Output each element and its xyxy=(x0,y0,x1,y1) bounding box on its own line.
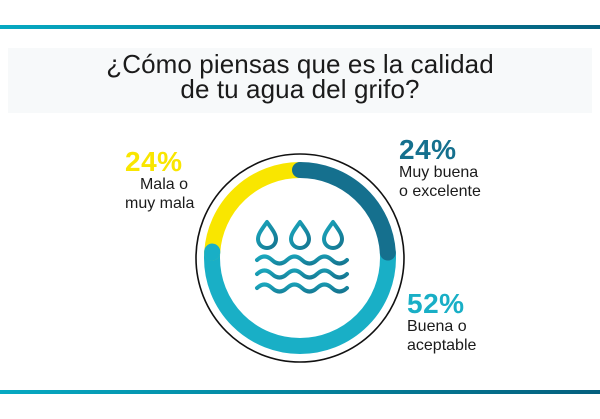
label-mala-line2: muy mala xyxy=(125,195,195,212)
label-muy-buena-line1: Muy buena xyxy=(399,164,479,181)
label-muy-buena-o-excelente: 24% Muy buena o excelente xyxy=(399,134,481,201)
wave-icon-3 xyxy=(255,282,349,294)
water-drops-waves-icon xyxy=(255,220,349,294)
outer-ring xyxy=(195,153,405,363)
pct-mala: 24% xyxy=(125,146,183,177)
drop-icon-1 xyxy=(256,220,278,250)
wave-icon-2 xyxy=(255,268,349,280)
pct-buena: 52% xyxy=(407,288,465,319)
label-mala-o-muy-mala: 24% Mala o muy mala xyxy=(125,146,195,213)
label-buena-line1: Buena o xyxy=(407,318,467,335)
bottom-accent-bar xyxy=(0,390,600,394)
title-line-2: de tu agua del grifo? xyxy=(180,74,420,104)
wave-icon-1 xyxy=(255,254,349,266)
label-buena-o-aceptable: 52% Buena o aceptable xyxy=(407,288,477,355)
title-background xyxy=(8,48,592,113)
title-line-1: ¿Cómo piensas que es la calidad xyxy=(106,49,494,79)
pct-muy-buena: 24% xyxy=(399,134,457,165)
label-mala-line1: Mala o xyxy=(139,176,188,193)
label-buena-line2: aceptable xyxy=(407,337,477,354)
page-title: ¿Cómo piensas que es la calidad de tu ag… xyxy=(0,49,600,104)
top-accent-bar xyxy=(0,25,600,29)
drop-icon-2 xyxy=(289,220,311,250)
label-muy-buena-line2: o excelente xyxy=(399,183,481,200)
segment-muy-buena-o-excelente xyxy=(204,162,396,354)
drop-icon-3 xyxy=(322,220,344,250)
segment-cap xyxy=(204,162,396,354)
